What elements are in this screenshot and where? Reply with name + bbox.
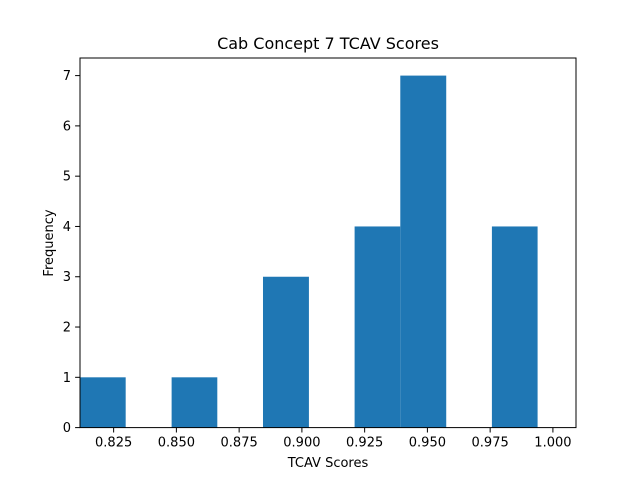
x-tick-label: 0.875 bbox=[221, 436, 258, 451]
y-tick-label: 5 bbox=[63, 170, 71, 185]
y-axis-label: Frequency bbox=[42, 209, 57, 276]
y-tick-label: 6 bbox=[63, 119, 71, 134]
x-tick-label: 0.850 bbox=[158, 436, 195, 451]
x-tick-label: 0.925 bbox=[346, 436, 383, 451]
chart-title: Cab Concept 7 TCAV Scores bbox=[217, 34, 439, 53]
plot-frame bbox=[79, 57, 577, 429]
y-tick-label: 4 bbox=[63, 220, 71, 235]
x-tick-label: 0.825 bbox=[95, 436, 132, 451]
y-axis-ticks: 0 1 2 3 4 5 6 7 bbox=[63, 69, 80, 436]
y-tick-label: 1 bbox=[63, 371, 71, 386]
x-tick-label: 0.975 bbox=[472, 436, 509, 451]
x-tick-label: 1.000 bbox=[534, 436, 571, 451]
x-tick-label: 0.900 bbox=[283, 436, 320, 451]
y-tick-label: 2 bbox=[63, 321, 71, 336]
histogram-bar-4 bbox=[262, 276, 309, 428]
histogram-bar-9 bbox=[491, 226, 538, 428]
x-tick-label: 0.950 bbox=[409, 436, 446, 451]
y-tick-label: 3 bbox=[63, 270, 71, 285]
histogram-bar-7 bbox=[400, 75, 447, 428]
histogram-bar-6 bbox=[354, 226, 401, 428]
y-tick-label: 0 bbox=[63, 421, 71, 436]
x-axis-label: TCAV Scores bbox=[287, 456, 369, 471]
y-tick-label: 7 bbox=[63, 69, 71, 84]
histogram-bar-0 bbox=[80, 377, 126, 428]
bars-group bbox=[80, 75, 538, 428]
x-axis-ticks: 0.825 0.850 0.875 0.900 0.925 0.950 0.975 1.000 bbox=[95, 427, 572, 451]
histogram-bar-2 bbox=[171, 377, 218, 428]
